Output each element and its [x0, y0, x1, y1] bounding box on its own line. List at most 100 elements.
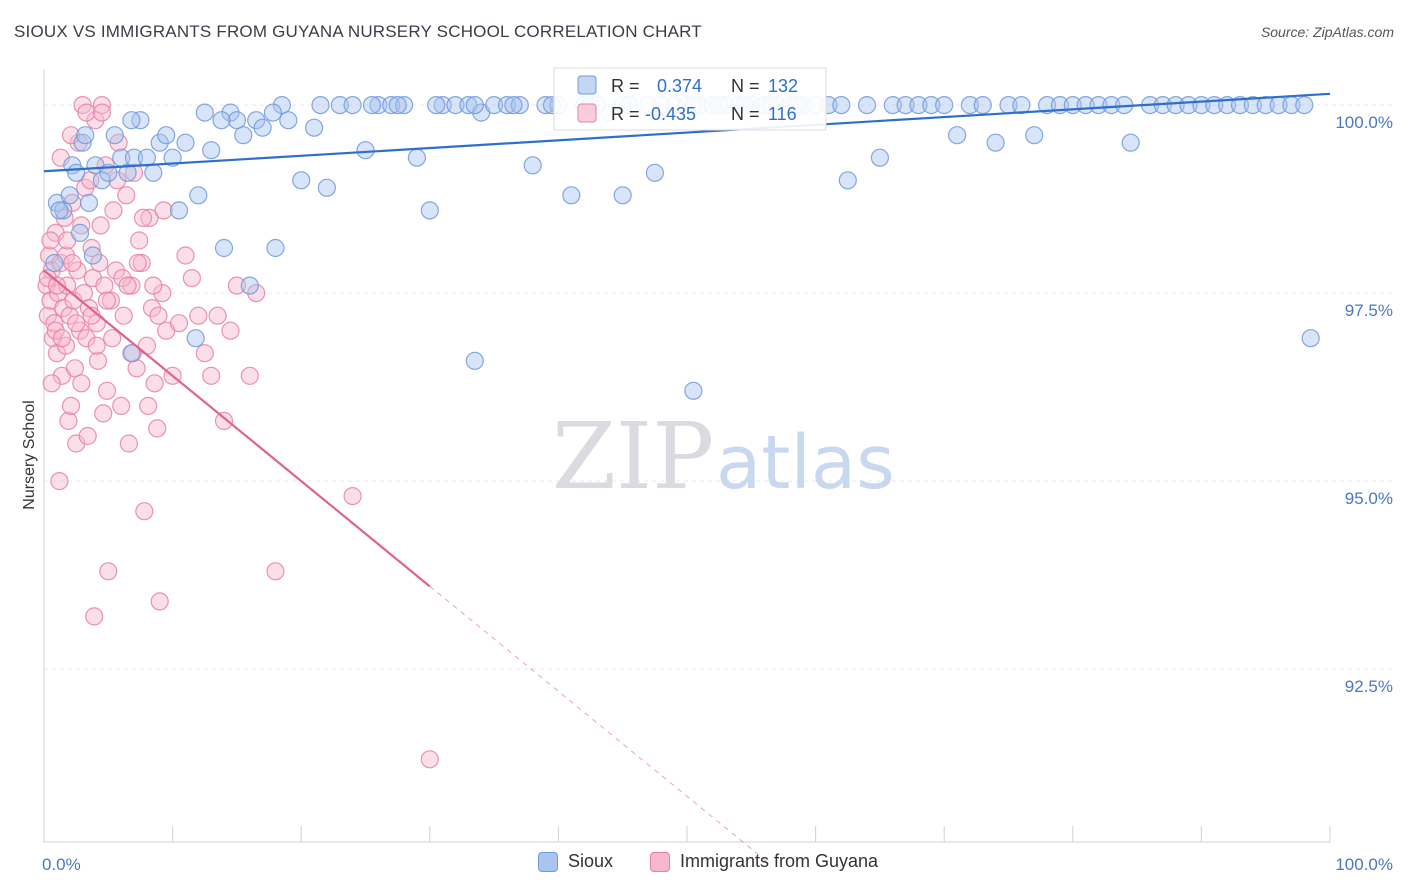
series-sioux-points [45, 95, 1320, 400]
sioux-point-141 [613, 186, 632, 205]
guyana-point-81 [41, 231, 60, 250]
trend-line-guyana [43, 269, 431, 588]
guyana-point-10 [50, 472, 69, 491]
guyana-point-53 [112, 396, 131, 415]
sioux-point-89 [1037, 95, 1057, 115]
sioux-point-2 [60, 186, 79, 205]
y-axis-label: Nursery School [21, 400, 38, 509]
sioux-point-43 [433, 95, 452, 115]
guyana-point-79 [343, 487, 362, 506]
sioux-point-87 [1012, 95, 1031, 115]
guyana-point-91 [92, 103, 112, 122]
sioux-point-83 [960, 95, 980, 115]
sioux-point-50 [523, 156, 542, 175]
guyana-point-27 [72, 374, 91, 393]
sioux-point-7 [79, 193, 99, 212]
guyana-point-54 [114, 306, 133, 325]
guyana-point-62 [135, 502, 154, 521]
legend-item-guyana[interactable]: Immigrants from Guyana [650, 851, 878, 872]
guyana-point-48 [99, 562, 118, 581]
sioux-point-33 [305, 118, 324, 137]
legend-r-value-guyana: -0.435 [645, 104, 696, 124]
legend-n-label-sioux: N = [731, 76, 760, 96]
watermark: ZIP atlas [552, 403, 895, 510]
guyana-point-56 [119, 434, 138, 453]
sioux-point-132 [465, 351, 484, 370]
sioux-point-111 [76, 126, 95, 145]
trend-line-guyana-extension [429, 585, 771, 865]
sioux-point-41 [407, 148, 426, 167]
x-tick-label-1: 100.0% [1335, 855, 1393, 874]
guyana-point-106 [195, 344, 214, 363]
y-tick-label-0: 92.5% [1345, 677, 1393, 696]
guyana-point-88 [77, 103, 96, 122]
sioux-point-120 [465, 95, 484, 115]
sioux-point-11 [105, 126, 124, 145]
sioux-point-44 [446, 95, 465, 115]
sioux-point-135 [122, 344, 141, 363]
sioux-point-99 [1166, 95, 1185, 115]
guyana-point-112 [47, 276, 67, 295]
guyana-point-40 [88, 351, 108, 370]
guyana-point-67 [148, 419, 167, 438]
guyana-point-80 [420, 750, 439, 769]
guyana-point-22 [65, 359, 85, 378]
guyana-point-107 [208, 306, 227, 325]
sioux-point-59 [645, 163, 665, 182]
sioux-point-29 [253, 118, 272, 137]
legend-n-label-guyana: N = [731, 104, 760, 124]
sioux-point-77 [883, 95, 902, 115]
guyana-point-93 [103, 329, 122, 348]
guyana-point-108 [221, 321, 240, 340]
sioux-point-114 [234, 126, 253, 145]
sioux-point-119 [427, 95, 446, 115]
sioux-point-81 [935, 95, 954, 115]
guyana-point-72 [176, 246, 195, 265]
legend-swatch-guyana [577, 103, 597, 123]
sioux-point-13 [118, 163, 137, 182]
sioux-point-32 [292, 171, 311, 190]
guyana-point-6 [45, 314, 64, 333]
tick-labels: 92.5% 95.0% 97.5% 100.0% 0.0% 100.0% [42, 113, 1393, 874]
guyana-point-99 [133, 208, 153, 227]
legend-swatch-sioux [577, 75, 597, 95]
guyana-point-50 [104, 201, 123, 220]
guyana-point-100 [139, 396, 158, 415]
guyana-point-47 [97, 381, 117, 400]
guyana-point-109 [247, 284, 266, 303]
guyana-point-43 [92, 95, 112, 115]
sioux-point-31 [279, 111, 298, 130]
sioux-point-24 [214, 238, 234, 258]
sioux-point-53 [562, 186, 581, 205]
grid-lines [44, 104, 1392, 670]
sioux-point-85 [986, 133, 1005, 152]
guyana-point-1 [38, 306, 58, 325]
guyana-point-86 [67, 314, 86, 333]
sioux-point-18 [150, 133, 169, 152]
guyana-point-37 [85, 607, 104, 626]
sioux-point-100 [1179, 95, 1198, 115]
guyana-point-45 [95, 276, 114, 295]
guyana-point-66 [145, 374, 164, 393]
sioux-point-109 [1295, 95, 1314, 115]
guyana-point-74 [202, 366, 221, 385]
sioux-point-118 [388, 95, 407, 115]
legend-item-sioux[interactable]: Sioux [538, 851, 613, 872]
guyana-point-115 [63, 253, 82, 273]
guyana-point-61 [132, 253, 151, 273]
sioux-point-16 [137, 148, 156, 167]
guyana-point-58 [124, 163, 144, 182]
sioux-point-112 [122, 111, 141, 130]
sioux-point-93 [1089, 95, 1108, 115]
sioux-point-106 [1256, 95, 1275, 115]
sioux-point-20 [169, 201, 189, 220]
sioux-point-116 [311, 95, 330, 115]
guyana-point-65 [142, 299, 162, 318]
guyana-point-64 [140, 208, 159, 227]
sioux-point-37 [356, 141, 375, 160]
guyana-point-82 [46, 321, 65, 340]
sioux-point-40 [395, 95, 414, 115]
y-tick-label-3: 100.0% [1335, 113, 1393, 132]
guyana-point-73 [189, 306, 208, 325]
